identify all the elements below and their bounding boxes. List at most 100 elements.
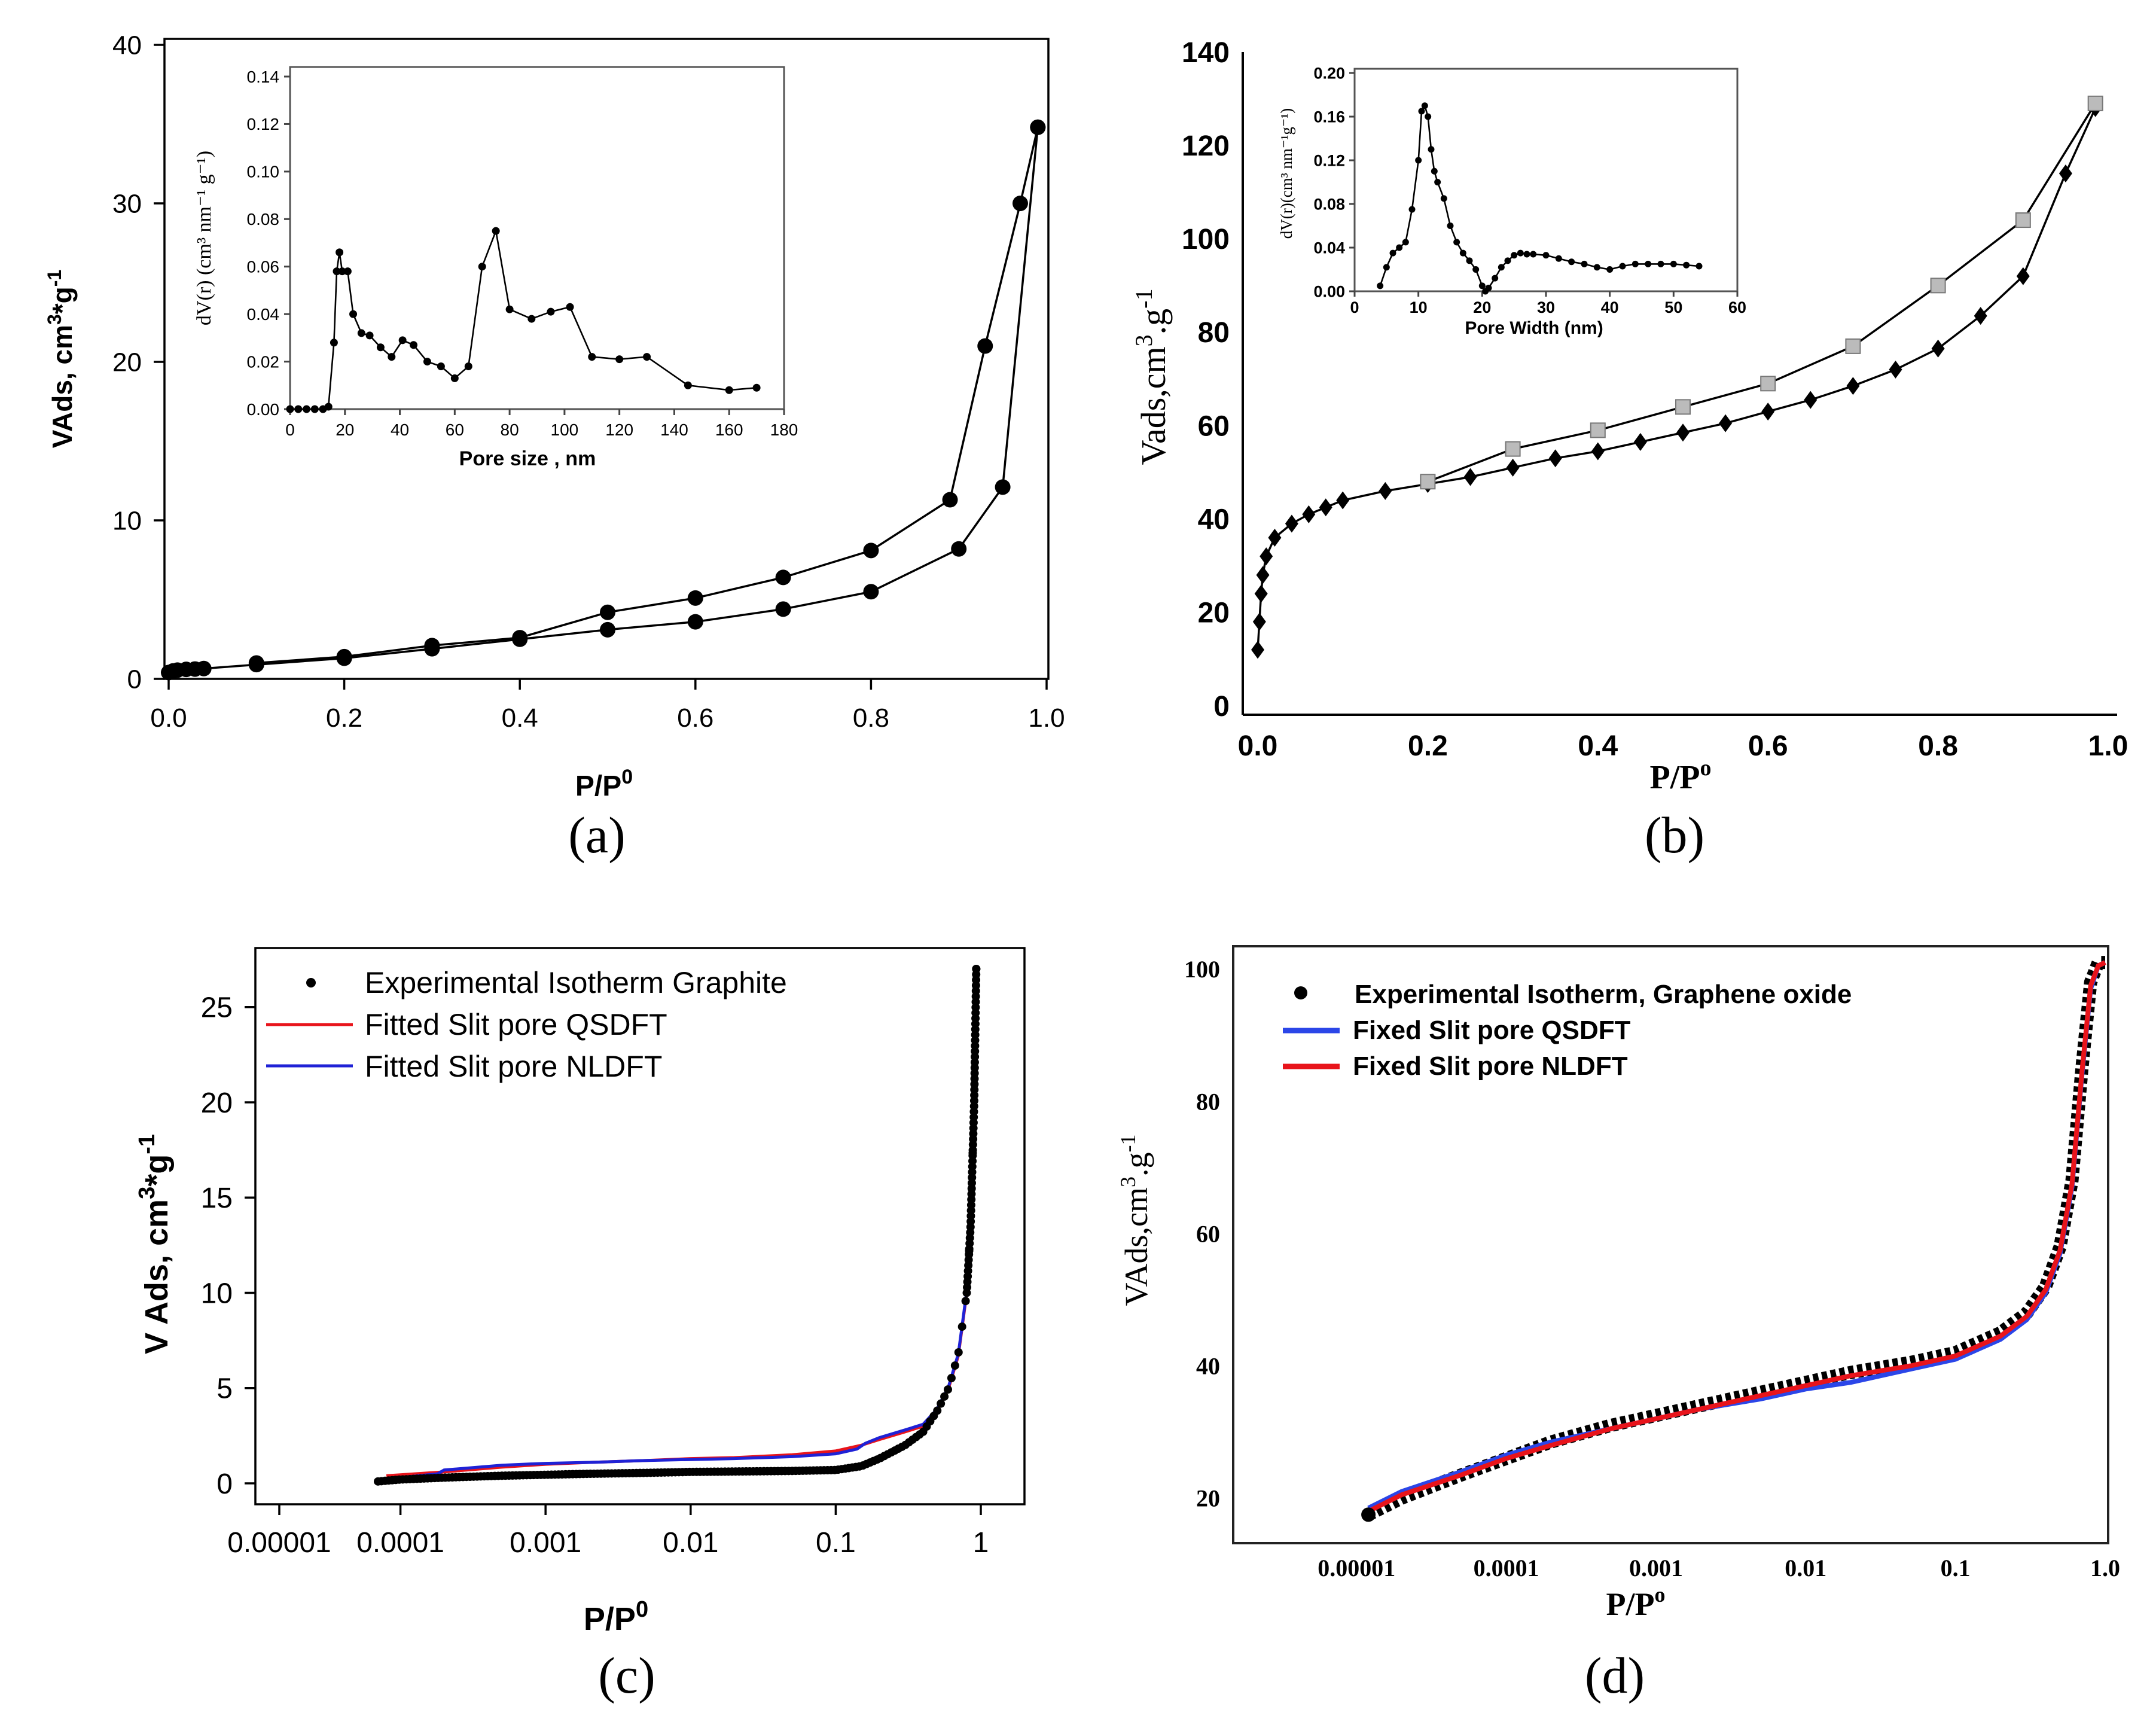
inset-b-psd-point: [1683, 261, 1690, 269]
point-adsorption: [995, 479, 1011, 495]
inset-b-psd-point: [1434, 179, 1441, 185]
point-adsorption: [1260, 547, 1273, 566]
inset-a-psd-point: [464, 362, 472, 371]
series-line-experimental-go: [1365, 956, 2105, 1521]
y-tick-label: 10: [201, 1278, 233, 1309]
x-tick-label: 1: [973, 1527, 989, 1559]
point-experimental-graphite: [972, 965, 981, 973]
x-tick-label: 0.0001: [356, 1527, 444, 1559]
point-desorption: [2087, 95, 2103, 111]
panel-d-caption: (d): [1585, 1647, 1645, 1704]
point-desorption: [248, 655, 264, 671]
inset-a-psd-point: [492, 227, 500, 235]
point-desorption: [863, 542, 879, 559]
point-adsorption: [1251, 641, 1264, 659]
inset-b-psd-point: [1498, 264, 1505, 271]
y-tick-label: 20: [1198, 598, 1230, 629]
panel-c-caption: (c): [598, 1647, 655, 1704]
x-tick-label: 1.0: [2090, 1555, 2120, 1581]
x-tick-label: 0: [1350, 298, 1359, 316]
x-tick-label: 0.00001: [1318, 1555, 1395, 1581]
inset-a-psd-point: [566, 303, 574, 311]
point-adsorption: [600, 621, 615, 638]
inset-b-psd-point: [1542, 252, 1550, 259]
inset-b-psd-point: [1555, 255, 1562, 262]
x-tick-label: 40: [1601, 298, 1619, 316]
point-adsorption: [1931, 339, 1945, 358]
panel-d: 0.00001 0.0001 0.001 0.01 0.1 1.020406080100 …: [1116, 945, 2120, 1704]
point-adsorption: [951, 541, 967, 557]
inset-b-psd-point: [1466, 257, 1473, 264]
point-desorption: [1420, 474, 1436, 490]
point-adsorption: [1252, 612, 1266, 631]
point-desorption: [2015, 212, 2031, 228]
x-tick-label: 30: [1537, 298, 1555, 316]
y-tick-label: 120: [1182, 130, 1230, 162]
panel-a-caption: (a): [568, 806, 625, 864]
inset-a-psd-point: [388, 353, 396, 361]
inset-b-psd-point: [1425, 113, 1432, 120]
point-experimental-graphite: [940, 1392, 949, 1401]
point-desorption: [1505, 441, 1521, 457]
y-tick-label: 20: [1196, 1485, 1220, 1512]
series-line-d-nldft: [1367, 960, 2106, 1514]
panel-a-inset-series: [286, 227, 761, 413]
point-experimental-graphite: [944, 1385, 953, 1394]
x-tick-label: 0.01: [663, 1527, 718, 1559]
legend-label-experimental-go: Experimental Isotherm, Graphene oxide: [1355, 980, 1852, 1009]
inset-b-psd-point: [1415, 157, 1422, 164]
panel-c-series: [374, 965, 981, 1486]
legend-label-d-qsdft: Fixed Slit pore QSDFT: [1353, 1016, 1631, 1045]
panel-d-plot-frame: [1232, 945, 2109, 1544]
inset-b-psd-point: [1418, 108, 1425, 115]
inset-a-psd-point: [294, 405, 303, 413]
point-experimental-graphite: [957, 1322, 966, 1331]
panel-a-inset-axis-ticks: 0 20 40 60 80 100 120 140 160 180 0.00 0.02 0.04 0.06…: [247, 68, 798, 439]
series-line-desorption: [1427, 102, 2097, 483]
y-tick-label: 0.14: [247, 68, 280, 86]
point-desorption: [600, 604, 615, 620]
x-tick-label: 0.00001: [227, 1527, 331, 1559]
point-adsorption: [1548, 449, 1562, 468]
point-experimental-graphite: [947, 1374, 956, 1383]
inset-b-psd-point: [1478, 282, 1486, 289]
point-experimental-graphite: [933, 1406, 942, 1415]
inset-b-psd-point: [1383, 264, 1390, 271]
x-tick-label: 180: [770, 420, 798, 439]
point-desorption: [1012, 196, 1028, 211]
x-tick-label: 0.2: [326, 703, 362, 733]
inset-a-psd-point: [310, 405, 319, 413]
panel-d-y-axis-label: VAds,cm3.g-1: [1116, 1134, 1154, 1306]
inset-b-psd-point: [1517, 249, 1524, 257]
inset-b-psd-point: [1581, 260, 1588, 267]
panel-c-plot-frame: [254, 947, 1026, 1505]
x-tick-label: 0.6: [677, 703, 713, 733]
point-desorption: [512, 630, 528, 646]
y-tick-label: 0.16: [1313, 108, 1345, 126]
point-desorption: [942, 492, 958, 508]
inset-a-psd-point: [398, 336, 407, 345]
inset-a-psd-point: [684, 381, 692, 389]
y-tick-label: 60: [1196, 1220, 1220, 1247]
inset-a-psd-point: [333, 267, 341, 276]
inset-b-psd-point: [1440, 195, 1447, 202]
inset-b-psd-point: [1645, 260, 1652, 267]
x-tick-label: 0.0001: [1474, 1555, 1539, 1581]
point-adsorption: [1633, 432, 1647, 451]
point-adsorption: [1506, 458, 1520, 477]
legend-marker-experimental-graphite: [306, 978, 316, 987]
point-adsorption: [1846, 377, 1860, 395]
point-adsorption: [1285, 514, 1298, 533]
y-tick-label: 0: [127, 665, 142, 694]
inset-b-psd-point: [1632, 260, 1639, 267]
series-line-adsorption: [168, 127, 1039, 674]
x-tick-label: 0.0: [1238, 730, 1278, 762]
x-tick-label: 60: [1728, 298, 1746, 316]
inset-a-psd-point: [725, 386, 733, 394]
point-desorption: [775, 569, 791, 586]
y-tick-label: 100: [1182, 224, 1230, 255]
inset-b-psd-point: [1431, 167, 1438, 175]
point-adsorption: [1676, 423, 1690, 442]
